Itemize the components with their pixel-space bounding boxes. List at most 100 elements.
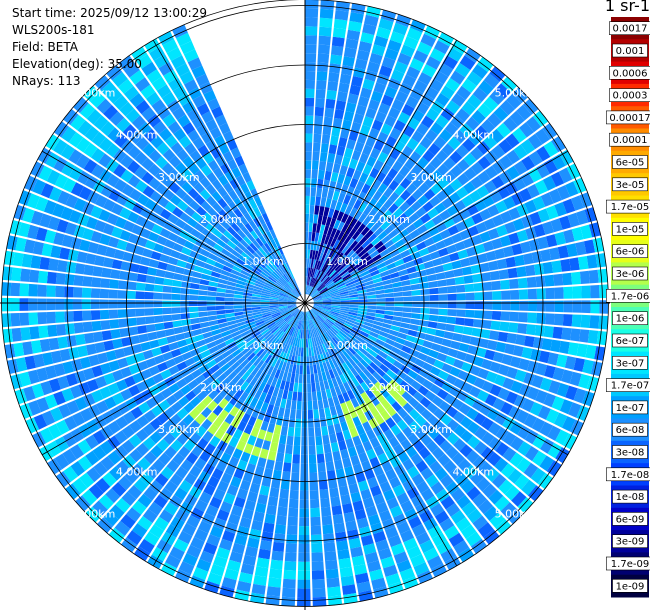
ray-gate bbox=[392, 484, 406, 497]
ray-gate bbox=[354, 141, 365, 153]
ray-gate bbox=[305, 195, 310, 205]
ray-gate bbox=[216, 547, 231, 560]
ray-gate bbox=[214, 337, 225, 346]
ray-gate bbox=[579, 329, 590, 343]
ray-gate bbox=[411, 313, 421, 320]
ray-gate bbox=[325, 198, 332, 208]
ray-gate bbox=[113, 148, 127, 163]
ray-gate bbox=[385, 297, 395, 302]
ray-gate bbox=[317, 372, 324, 382]
ray-gate bbox=[349, 217, 358, 228]
ray-gate bbox=[308, 454, 317, 464]
ray-gate bbox=[528, 167, 542, 183]
ray-gate bbox=[327, 189, 334, 200]
ray-gate bbox=[417, 72, 433, 86]
ray-gate bbox=[189, 465, 202, 478]
ray-gate bbox=[358, 213, 367, 223]
ray-gate bbox=[408, 272, 419, 280]
ray-gate bbox=[309, 267, 313, 277]
ray-gate bbox=[353, 199, 362, 210]
ray-gate bbox=[234, 155, 245, 167]
ray-gate bbox=[264, 332, 273, 340]
ray-gate bbox=[321, 308, 331, 313]
ray-gate bbox=[455, 108, 470, 123]
ray-gate bbox=[337, 394, 345, 404]
ray-gate bbox=[309, 463, 317, 473]
colorbar-label-box bbox=[612, 311, 648, 326]
ray-gate bbox=[290, 481, 299, 491]
ray-gate bbox=[379, 330, 389, 338]
ray-gate bbox=[397, 244, 408, 254]
ray-gate bbox=[57, 260, 68, 273]
ray-gate bbox=[393, 341, 404, 350]
ray-gate bbox=[216, 238, 227, 248]
ray-gate bbox=[405, 195, 417, 207]
ray-gate bbox=[251, 299, 261, 302]
ray-gate bbox=[272, 405, 280, 416]
ray-gate bbox=[283, 285, 292, 293]
ray-gate bbox=[247, 435, 257, 446]
ray-gate bbox=[129, 130, 143, 145]
ray-gate bbox=[162, 307, 172, 315]
ray-gate bbox=[196, 390, 208, 401]
ray-gate bbox=[287, 305, 297, 309]
ray-gate bbox=[108, 299, 118, 309]
ray-gate bbox=[372, 212, 382, 223]
ray-gate bbox=[306, 374, 311, 384]
ray-gate bbox=[77, 345, 89, 358]
ray-gate bbox=[454, 241, 466, 252]
ray-gate bbox=[459, 55, 476, 71]
colorbar-label: 3e-08 bbox=[616, 448, 645, 459]
ray-gate bbox=[261, 531, 274, 542]
ray-gate bbox=[512, 218, 525, 231]
ray-gate bbox=[422, 340, 433, 349]
ray-gate bbox=[301, 320, 304, 330]
ray-gate bbox=[416, 269, 427, 278]
ray-gate bbox=[209, 496, 222, 509]
ray-gate bbox=[446, 316, 456, 325]
ray-gate bbox=[345, 38, 359, 50]
ray-gate bbox=[90, 205, 103, 219]
ray-gate bbox=[491, 175, 505, 189]
ray-gate bbox=[217, 359, 227, 368]
ray-gate bbox=[191, 65, 206, 79]
ray-gate bbox=[272, 288, 281, 293]
ray-gate bbox=[359, 371, 368, 382]
ray-gate bbox=[45, 152, 60, 168]
ray-gate bbox=[206, 374, 217, 384]
ray-gate bbox=[195, 259, 206, 268]
ray-gate bbox=[390, 390, 401, 401]
ray-gate bbox=[130, 406, 143, 419]
ray-gate bbox=[365, 315, 375, 321]
ray-gate bbox=[289, 280, 296, 289]
ray-gate bbox=[469, 365, 481, 376]
ray-gate bbox=[477, 56, 494, 72]
ray-gate bbox=[241, 251, 251, 260]
ray-gate bbox=[307, 320, 310, 330]
ray-gate bbox=[259, 326, 269, 334]
ray-gate bbox=[394, 61, 408, 74]
ray-gate bbox=[242, 298, 252, 302]
ray-gate bbox=[79, 356, 92, 369]
ray-gate bbox=[217, 373, 228, 383]
ray-gate bbox=[75, 495, 91, 512]
ray-gate bbox=[380, 346, 391, 355]
ray-gate bbox=[416, 241, 427, 251]
ray-gate bbox=[267, 496, 279, 507]
ray-gate bbox=[320, 274, 328, 282]
ray-gate bbox=[33, 353, 45, 368]
ray-gate bbox=[455, 144, 469, 158]
ray-gate bbox=[551, 154, 566, 170]
ray-gate bbox=[299, 508, 309, 518]
ray-gate bbox=[305, 79, 315, 89]
ray-gate bbox=[326, 90, 337, 100]
ray-gate bbox=[284, 453, 292, 464]
ray-gate bbox=[186, 217, 198, 228]
ray-gate bbox=[253, 511, 265, 523]
ray-gate bbox=[154, 322, 165, 331]
ray-gate bbox=[23, 386, 36, 402]
ray-gate bbox=[57, 375, 70, 390]
ray-gate bbox=[104, 396, 117, 410]
ray-gate bbox=[148, 384, 161, 396]
ray-gate bbox=[378, 547, 392, 560]
